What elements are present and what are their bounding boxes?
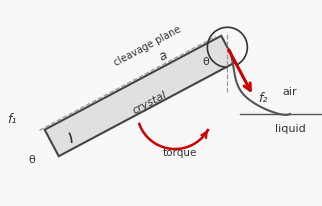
Text: f₂: f₂ [258,91,268,104]
Text: θ: θ [28,154,35,164]
Text: liquid: liquid [275,123,305,133]
Text: f₁: f₁ [7,113,16,126]
Text: a: a [156,48,169,63]
Text: θ: θ [202,57,209,67]
Text: air: air [283,87,297,97]
Text: torque: torque [163,147,197,157]
Text: crystal: crystal [131,89,169,116]
Polygon shape [45,37,235,156]
Text: cleavage plane: cleavage plane [112,24,183,68]
